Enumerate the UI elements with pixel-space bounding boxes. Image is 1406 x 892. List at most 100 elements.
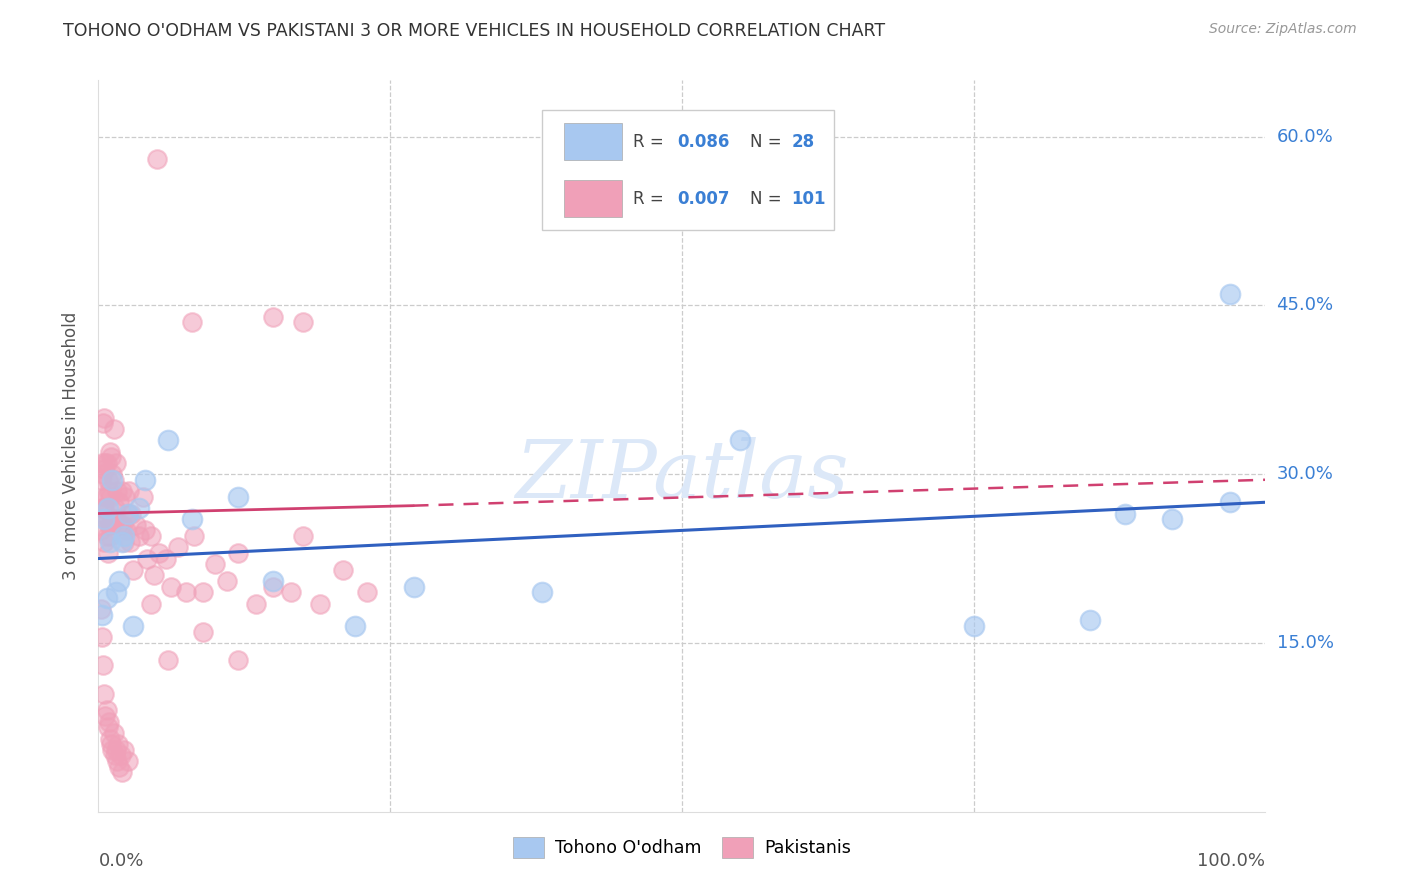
Point: [98, 490, 121, 504]
Point: [143, 568, 166, 582]
Text: 30.0%: 30.0%: [1277, 465, 1333, 483]
Point: [90, 473, 112, 487]
Point: [90, 500, 112, 515]
Point: [97, 714, 120, 729]
Point: [100, 450, 122, 465]
Point: [115, 524, 138, 538]
Point: [96, 591, 118, 605]
Point: [228, 653, 250, 667]
Point: [93, 687, 115, 701]
Point: [139, 597, 162, 611]
Point: [111, 483, 134, 498]
Point: [112, 529, 135, 543]
Point: [128, 500, 150, 515]
Point: [97, 546, 120, 560]
Text: 15.0%: 15.0%: [1277, 634, 1333, 652]
Point: [136, 551, 159, 566]
Point: [530, 585, 553, 599]
Point: [103, 422, 125, 436]
FancyBboxPatch shape: [564, 123, 623, 160]
Point: [93, 512, 115, 526]
Text: R =: R =: [633, 133, 669, 151]
Point: [122, 563, 145, 577]
Point: [101, 473, 124, 487]
Point: [1161, 512, 1184, 526]
Point: [94, 512, 117, 526]
Point: [96, 529, 118, 543]
Point: [97, 517, 120, 532]
Point: [96, 703, 118, 717]
Point: [134, 524, 156, 538]
FancyBboxPatch shape: [564, 180, 623, 217]
Point: [104, 585, 127, 599]
Point: [125, 517, 148, 532]
Point: [291, 529, 314, 543]
Text: R =: R =: [633, 190, 669, 208]
Point: [100, 737, 122, 751]
Point: [117, 507, 139, 521]
Point: [94, 456, 117, 470]
Point: [112, 534, 135, 549]
Point: [110, 748, 132, 763]
Point: [108, 495, 131, 509]
Point: [193, 624, 215, 639]
Point: [101, 467, 124, 482]
Text: 0.0%: 0.0%: [98, 852, 143, 870]
Point: [90, 524, 112, 538]
Point: [344, 619, 367, 633]
Point: [111, 534, 134, 549]
Point: [105, 754, 128, 768]
Text: TOHONO O'ODHAM VS PAKISTANI 3 OR MORE VEHICLES IN HOUSEHOLD CORRELATION CHART: TOHONO O'ODHAM VS PAKISTANI 3 OR MORE VE…: [63, 22, 886, 40]
Point: [262, 574, 284, 588]
Point: [110, 517, 132, 532]
Point: [332, 563, 354, 577]
Point: [183, 529, 205, 543]
Point: [90, 630, 112, 644]
Point: [155, 551, 177, 566]
Point: [228, 490, 250, 504]
Point: [101, 743, 124, 757]
Point: [97, 483, 120, 498]
Point: [103, 473, 125, 487]
Point: [148, 546, 170, 560]
Point: [97, 512, 120, 526]
Point: [245, 597, 267, 611]
Point: [97, 500, 120, 515]
Text: 28: 28: [792, 133, 814, 151]
Point: [228, 546, 250, 560]
Point: [118, 534, 141, 549]
Point: [146, 152, 169, 166]
Point: [93, 461, 115, 475]
Legend: Tohono O'odham, Pakistanis: Tohono O'odham, Pakistanis: [506, 830, 858, 865]
Point: [128, 529, 150, 543]
Point: [94, 709, 117, 723]
Point: [90, 602, 112, 616]
Text: 100.0%: 100.0%: [1198, 852, 1265, 870]
Point: [159, 580, 181, 594]
Point: [139, 529, 162, 543]
Point: [91, 417, 114, 431]
Point: [97, 720, 120, 734]
Point: [402, 580, 425, 594]
Point: [262, 310, 284, 324]
Point: [120, 507, 142, 521]
Text: 60.0%: 60.0%: [1277, 128, 1333, 145]
Point: [104, 500, 127, 515]
Point: [100, 517, 122, 532]
Point: [91, 467, 114, 482]
Point: [93, 534, 115, 549]
Point: [174, 585, 197, 599]
Point: [962, 619, 984, 633]
Point: [104, 456, 127, 470]
Point: [117, 507, 139, 521]
Point: [215, 574, 238, 588]
Text: 45.0%: 45.0%: [1277, 296, 1334, 314]
Point: [1219, 495, 1241, 509]
Text: Source: ZipAtlas.com: Source: ZipAtlas.com: [1209, 22, 1357, 37]
Point: [134, 473, 156, 487]
Point: [166, 541, 188, 555]
Point: [356, 585, 378, 599]
Text: 101: 101: [792, 190, 827, 208]
Point: [96, 490, 118, 504]
Point: [112, 743, 135, 757]
